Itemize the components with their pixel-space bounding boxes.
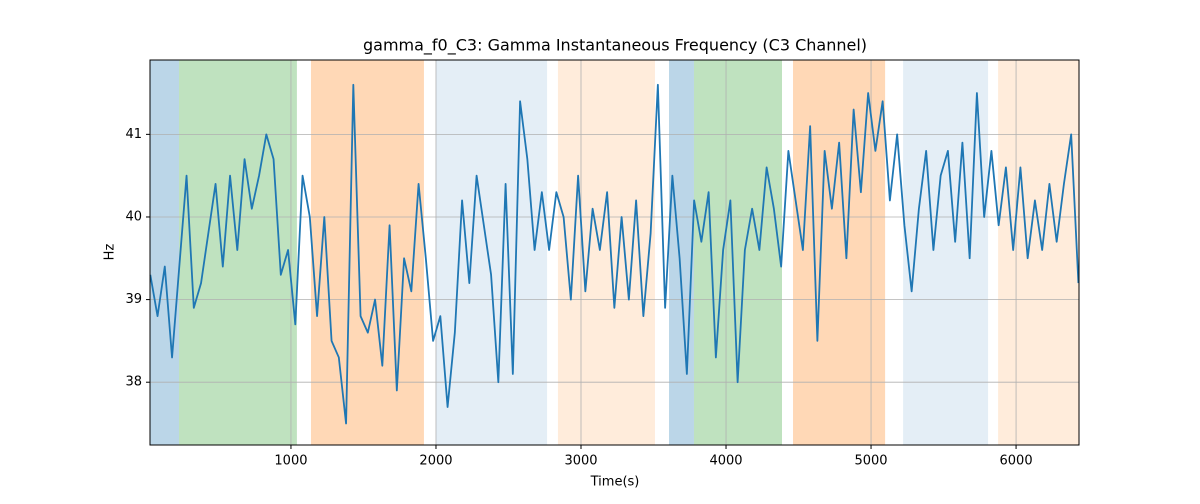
- x-tick-label: 6000: [1000, 454, 1033, 469]
- y-tick-label: 39: [125, 292, 142, 307]
- x-tick-label: 4000: [709, 454, 742, 469]
- span: [693, 60, 782, 445]
- y-tick-label: 40: [125, 209, 142, 224]
- x-tick-label: 3000: [564, 454, 597, 469]
- span: [669, 60, 694, 445]
- plot-frame: [149, 59, 1080, 446]
- y-axis-label: Hz: [103, 244, 118, 261]
- x-tick-label: 5000: [854, 454, 887, 469]
- span: [435, 60, 548, 445]
- y-tick-label: 41: [125, 127, 142, 142]
- y-tick-label: 38: [125, 375, 142, 390]
- span: [998, 60, 1079, 445]
- x-tick-label: 2000: [419, 454, 452, 469]
- span: [179, 60, 297, 445]
- span: [793, 60, 886, 445]
- x-tick-label: 1000: [274, 454, 307, 469]
- span: [557, 60, 655, 445]
- x-axis-label: Time(s): [590, 475, 640, 490]
- span: [903, 60, 989, 445]
- chart-title: gamma_f0_C3: Gamma Instantaneous Frequen…: [363, 36, 867, 56]
- span: [310, 60, 424, 445]
- span: [150, 60, 180, 445]
- data-line: [149, 83, 1080, 425]
